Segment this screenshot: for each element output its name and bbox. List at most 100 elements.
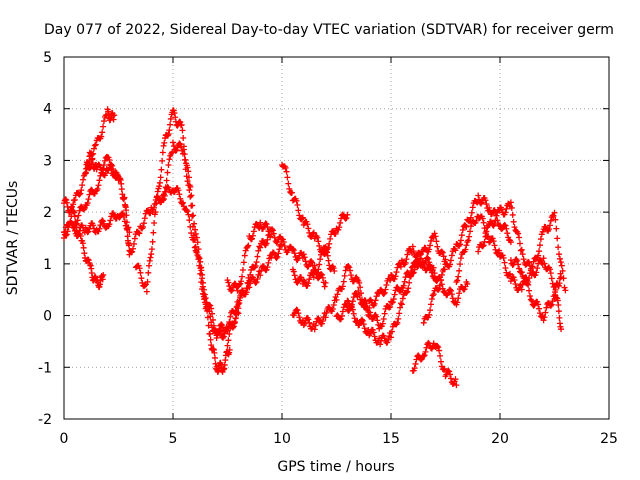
data-point — [202, 295, 209, 302]
data-point — [332, 230, 339, 237]
data-point — [246, 284, 253, 291]
data-point — [509, 211, 516, 218]
data-point — [398, 301, 405, 308]
data-point — [415, 262, 422, 269]
data-point — [346, 264, 353, 271]
data-point — [170, 139, 176, 146]
data-point — [159, 157, 166, 164]
data-point — [452, 247, 459, 254]
data-point — [64, 228, 71, 235]
data-point — [205, 322, 212, 329]
data-point — [194, 239, 201, 246]
data-point — [314, 234, 321, 241]
data-point — [146, 262, 153, 269]
data-point — [344, 211, 351, 218]
data-point — [509, 261, 516, 268]
data-point — [148, 251, 155, 258]
data-point — [115, 173, 122, 180]
data-point — [424, 254, 431, 261]
data-point — [527, 296, 534, 303]
data-point — [156, 183, 163, 190]
data-point — [191, 220, 198, 227]
data-point — [186, 217, 193, 224]
data-point — [447, 371, 454, 378]
data-point — [516, 265, 523, 272]
series-track-1 — [61, 106, 118, 241]
data-point — [99, 217, 106, 224]
data-point — [285, 180, 292, 187]
data-point — [548, 275, 555, 282]
data-point — [457, 241, 464, 248]
data-point — [91, 142, 98, 149]
data-point — [159, 149, 166, 156]
data-point — [374, 317, 381, 324]
data-point — [169, 149, 176, 156]
data-point — [250, 228, 257, 235]
data-point — [216, 325, 223, 332]
data-point — [187, 193, 194, 200]
data-point — [166, 156, 173, 163]
data-point — [209, 310, 216, 317]
data-point — [493, 212, 500, 219]
data-point — [404, 251, 411, 258]
data-point — [108, 166, 115, 173]
data-point — [416, 259, 423, 266]
data-point — [63, 196, 70, 203]
data-point — [283, 168, 290, 175]
data-point — [382, 286, 389, 293]
data-point — [309, 230, 316, 237]
data-point — [196, 255, 203, 262]
data-point — [508, 204, 515, 211]
data-point — [551, 209, 558, 216]
data-point — [99, 129, 106, 136]
data-point — [241, 252, 248, 259]
data-point — [263, 266, 270, 273]
series-track-11 — [279, 162, 338, 275]
data-point — [496, 207, 503, 214]
data-point — [422, 348, 429, 355]
y-axis-label: SDTVAR / TECUs — [5, 181, 21, 296]
data-point — [228, 287, 235, 294]
data-point — [428, 295, 435, 302]
data-point — [113, 170, 120, 177]
data-point — [207, 302, 214, 309]
data-point — [268, 231, 275, 238]
data-point — [347, 267, 354, 274]
data-point — [536, 310, 543, 317]
data-point — [467, 228, 474, 235]
data-point — [359, 317, 366, 324]
data-point — [172, 114, 179, 121]
data-point — [383, 281, 390, 288]
data-point — [391, 291, 398, 298]
data-point — [339, 308, 346, 315]
data-point — [156, 179, 163, 186]
data-point — [98, 133, 105, 140]
data-point — [178, 121, 185, 128]
data-point — [226, 331, 233, 338]
data-point — [482, 233, 489, 240]
series-track-8 — [159, 139, 285, 339]
data-point — [445, 367, 452, 374]
y-tick-label: 5 — [43, 50, 52, 66]
data-point — [129, 248, 136, 255]
data-point — [210, 322, 217, 329]
data-point — [158, 166, 165, 173]
data-point — [409, 243, 416, 250]
data-point — [149, 238, 156, 245]
data-point — [361, 325, 368, 332]
data-point — [157, 174, 164, 181]
data-point — [407, 267, 414, 274]
y-tick-label: -1 — [38, 360, 52, 376]
data-point — [437, 358, 444, 365]
data-point — [227, 325, 234, 332]
data-point — [440, 253, 447, 260]
data-point — [119, 210, 126, 217]
data-point — [454, 299, 461, 306]
data-point — [72, 218, 79, 225]
data-point — [135, 229, 142, 236]
data-point — [556, 251, 563, 258]
data-point — [479, 243, 486, 250]
data-point — [100, 118, 107, 125]
data-point — [538, 259, 545, 266]
